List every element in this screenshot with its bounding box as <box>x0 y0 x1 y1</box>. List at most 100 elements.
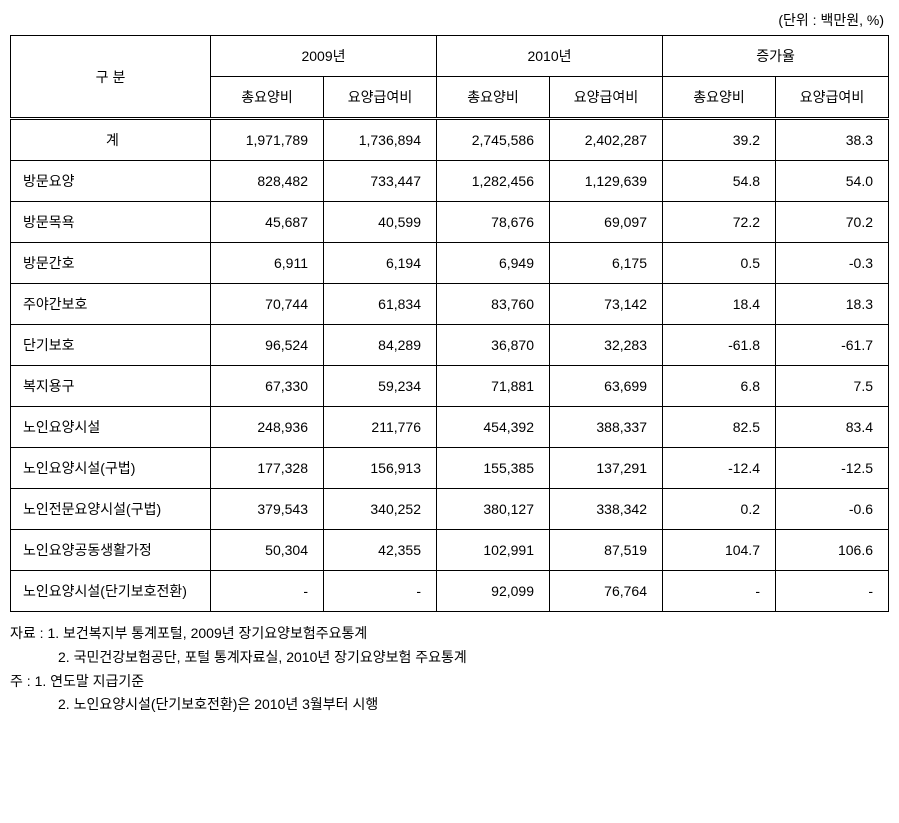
cell-growth_benefit: -61.7 <box>776 325 889 366</box>
cell-growth_total: - <box>663 571 776 612</box>
cell-y2010_total: 83,760 <box>437 284 550 325</box>
row-label: 방문간호 <box>11 243 211 284</box>
table-row: 노인요양시설248,936211,776454,392388,33782.583… <box>11 407 889 448</box>
cell-growth_benefit: 106.6 <box>776 530 889 571</box>
cell-y2010_total: 1,282,456 <box>437 161 550 202</box>
row-label: 주야간보호 <box>11 284 211 325</box>
cell-growth_total: -12.4 <box>663 448 776 489</box>
cell-y2009_benefit: 6,194 <box>324 243 437 284</box>
cell-growth_total: 18.4 <box>663 284 776 325</box>
cell-y2010_benefit: 63,699 <box>550 366 663 407</box>
row-label: 노인요양시설(단기보호전환) <box>11 571 211 612</box>
cell-growth_total: 0.5 <box>663 243 776 284</box>
cell-y2010_total: 92,099 <box>437 571 550 612</box>
cell-y2009_total: - <box>211 571 324 612</box>
cell-y2010_benefit: 1,129,639 <box>550 161 663 202</box>
cell-growth_benefit: -0.3 <box>776 243 889 284</box>
cell-growth_total: 82.5 <box>663 407 776 448</box>
cell-growth_benefit: 18.3 <box>776 284 889 325</box>
cell-y2010_total: 454,392 <box>437 407 550 448</box>
cell-growth_total: 39.2 <box>663 119 776 161</box>
header-2009-total: 총요양비 <box>211 77 324 119</box>
cell-growth_total: 6.8 <box>663 366 776 407</box>
table-row: 계1,971,7891,736,8942,745,5862,402,28739.… <box>11 119 889 161</box>
cell-growth_total: 0.2 <box>663 489 776 530</box>
cell-y2010_benefit: 73,142 <box>550 284 663 325</box>
cell-y2010_total: 6,949 <box>437 243 550 284</box>
cell-y2009_total: 96,524 <box>211 325 324 366</box>
table-row: 복지용구67,33059,23471,88163,6996.87.5 <box>11 366 889 407</box>
header-2010-total: 총요양비 <box>437 77 550 119</box>
cell-y2010_benefit: 388,337 <box>550 407 663 448</box>
cell-y2010_benefit: 76,764 <box>550 571 663 612</box>
cell-y2009_benefit: 1,736,894 <box>324 119 437 161</box>
table-row: 방문간호6,9116,1946,9496,1750.5-0.3 <box>11 243 889 284</box>
cell-y2009_benefit: 211,776 <box>324 407 437 448</box>
cell-y2009_total: 50,304 <box>211 530 324 571</box>
cell-y2009_total: 67,330 <box>211 366 324 407</box>
cell-y2010_benefit: 6,175 <box>550 243 663 284</box>
cell-y2009_total: 379,543 <box>211 489 324 530</box>
cell-growth_total: 104.7 <box>663 530 776 571</box>
table-row: 노인요양시설(단기보호전환)--92,09976,764-- <box>11 571 889 612</box>
table-header: 구 분 2009년 2010년 증가율 총요양비 요양급여비 총요양비 요양급여… <box>11 36 889 119</box>
cell-y2010_benefit: 2,402,287 <box>550 119 663 161</box>
cell-growth_benefit: 38.3 <box>776 119 889 161</box>
header-category: 구 분 <box>11 36 211 119</box>
table-row: 단기보호96,52484,28936,87032,283-61.8-61.7 <box>11 325 889 366</box>
row-label: 노인요양시설 <box>11 407 211 448</box>
table-body: 계1,971,7891,736,8942,745,5862,402,28739.… <box>11 119 889 612</box>
header-2010-benefit: 요양급여비 <box>550 77 663 119</box>
cell-y2009_total: 45,687 <box>211 202 324 243</box>
table-row: 노인요양공동생활가정50,30442,355102,99187,519104.7… <box>11 530 889 571</box>
row-label: 복지용구 <box>11 366 211 407</box>
footnote-source-1: 자료 : 1. 보건복지부 통계포털, 2009년 장기요양보험주요통계 <box>10 622 889 646</box>
cell-y2009_total: 177,328 <box>211 448 324 489</box>
note-label: 주 : <box>10 673 31 689</box>
header-growth-benefit: 요양급여비 <box>776 77 889 119</box>
table-row: 노인요양시설(구법)177,328156,913155,385137,291-1… <box>11 448 889 489</box>
cell-y2010_total: 380,127 <box>437 489 550 530</box>
cell-growth_benefit: -12.5 <box>776 448 889 489</box>
row-label: 단기보호 <box>11 325 211 366</box>
cell-y2010_benefit: 338,342 <box>550 489 663 530</box>
cell-y2009_benefit: 40,599 <box>324 202 437 243</box>
data-table: 구 분 2009년 2010년 증가율 총요양비 요양급여비 총요양비 요양급여… <box>10 35 889 612</box>
cell-y2010_total: 2,745,586 <box>437 119 550 161</box>
cell-y2010_total: 102,991 <box>437 530 550 571</box>
cell-y2009_benefit: 340,252 <box>324 489 437 530</box>
cell-y2009_total: 6,911 <box>211 243 324 284</box>
cell-growth_benefit: 7.5 <box>776 366 889 407</box>
cell-y2010_total: 71,881 <box>437 366 550 407</box>
cell-y2010_benefit: 137,291 <box>550 448 663 489</box>
cell-y2009_benefit: 42,355 <box>324 530 437 571</box>
cell-y2009_benefit: 156,913 <box>324 448 437 489</box>
header-2010: 2010년 <box>437 36 663 77</box>
cell-y2009_benefit: 59,234 <box>324 366 437 407</box>
row-label: 계 <box>11 119 211 161</box>
footnotes: 자료 : 1. 보건복지부 통계포털, 2009년 장기요양보험주요통계 2. … <box>10 622 889 717</box>
table-row: 방문요양828,482733,4471,282,4561,129,63954.8… <box>11 161 889 202</box>
cell-growth_benefit: -0.6 <box>776 489 889 530</box>
cell-y2010_total: 36,870 <box>437 325 550 366</box>
cell-y2009_total: 248,936 <box>211 407 324 448</box>
footnote-source-2: 2. 국민건강보험공단, 포털 통계자료실, 2010년 장기요양보험 주요통계 <box>10 646 889 670</box>
cell-y2010_benefit: 69,097 <box>550 202 663 243</box>
row-label: 노인전문요양시설(구법) <box>11 489 211 530</box>
cell-y2009_benefit: 733,447 <box>324 161 437 202</box>
cell-y2010_total: 155,385 <box>437 448 550 489</box>
cell-y2010_total: 78,676 <box>437 202 550 243</box>
header-2009: 2009년 <box>211 36 437 77</box>
cell-y2009_total: 70,744 <box>211 284 324 325</box>
row-label: 방문목욕 <box>11 202 211 243</box>
unit-label: (단위 : 백만원, %) <box>10 10 889 30</box>
cell-y2009_benefit: 61,834 <box>324 284 437 325</box>
header-growth: 증가율 <box>663 36 889 77</box>
table-row: 방문목욕45,68740,59978,67669,09772.270.2 <box>11 202 889 243</box>
note-1-text: 1. 연도말 지급기준 <box>35 673 145 689</box>
row-label: 방문요양 <box>11 161 211 202</box>
cell-growth_benefit: - <box>776 571 889 612</box>
cell-y2009_total: 828,482 <box>211 161 324 202</box>
cell-y2009_benefit: 84,289 <box>324 325 437 366</box>
table-row: 주야간보호70,74461,83483,76073,14218.418.3 <box>11 284 889 325</box>
